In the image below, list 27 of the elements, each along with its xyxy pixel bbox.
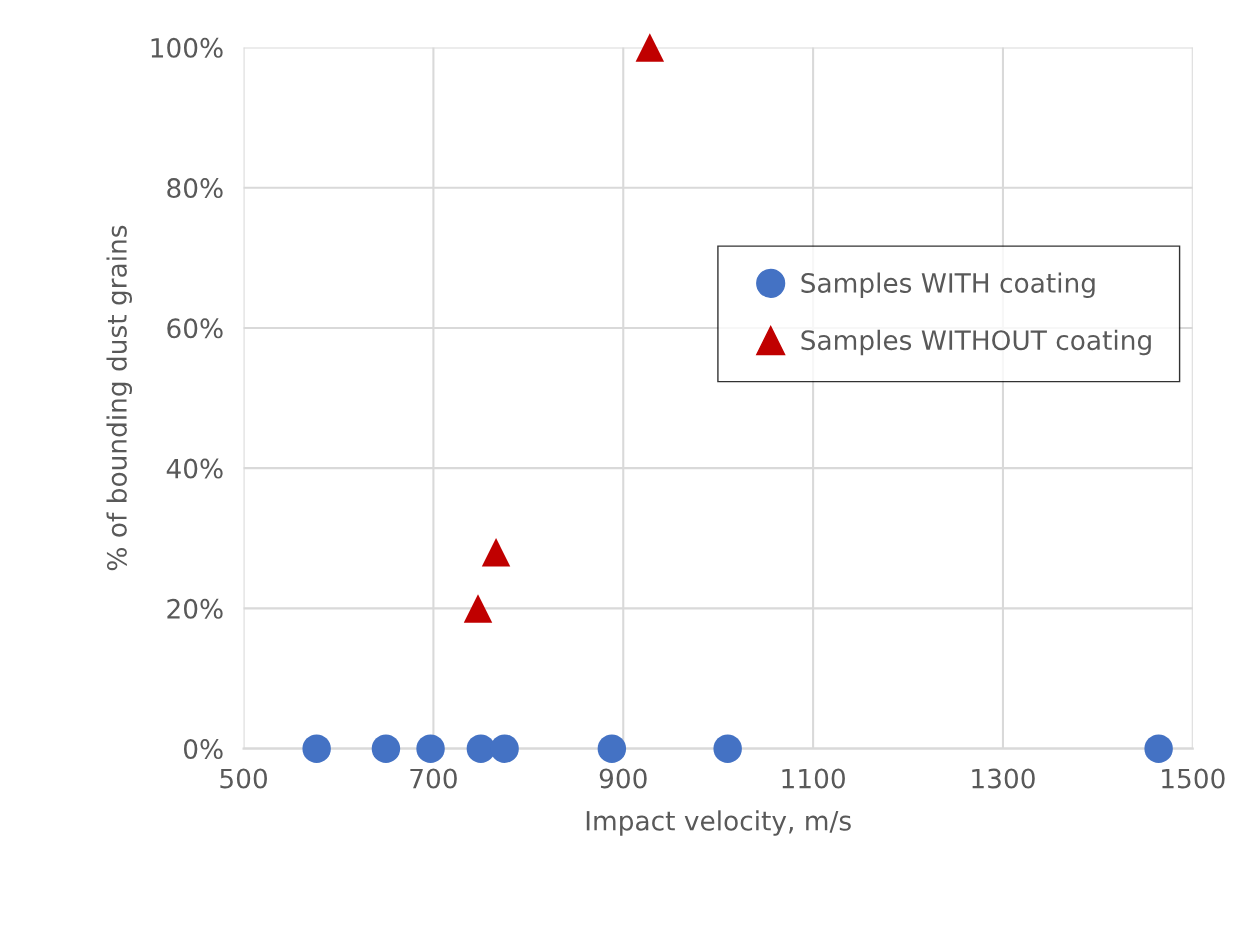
x-tick-label: 500 — [220, 768, 267, 789]
y-tick-label: 60% — [167, 318, 223, 339]
y-tick-label: 80% — [167, 178, 223, 199]
point — [635, 33, 665, 62]
y-tick-label: 100% — [151, 37, 223, 58]
y-axis-title: % of bounding dust grains — [106, 225, 132, 571]
point — [597, 734, 627, 763]
point — [302, 734, 331, 763]
x-axis-title: Impact velocity, m/s — [586, 810, 851, 836]
point — [371, 734, 401, 763]
point — [466, 734, 496, 763]
legend-label: Samples WITH coating — [801, 272, 1095, 299]
point — [481, 538, 511, 567]
point — [1144, 734, 1173, 763]
legend-label: Samples WITHOUT coating — [801, 329, 1151, 356]
point — [463, 594, 493, 623]
x-tick-label: 1500 — [1162, 768, 1225, 789]
y-tick-label: 0% — [183, 739, 223, 760]
x-tick-label: 1300 — [972, 768, 1035, 789]
x-tick-label: 1100 — [782, 768, 845, 789]
y-tick-label: 40% — [166, 458, 223, 479]
x-tick-label: 700 — [410, 768, 457, 789]
x-tick-label: 900 — [599, 768, 647, 789]
y-tick-label: 20% — [167, 598, 223, 619]
point — [490, 734, 519, 763]
point — [713, 734, 742, 763]
point — [416, 734, 445, 763]
